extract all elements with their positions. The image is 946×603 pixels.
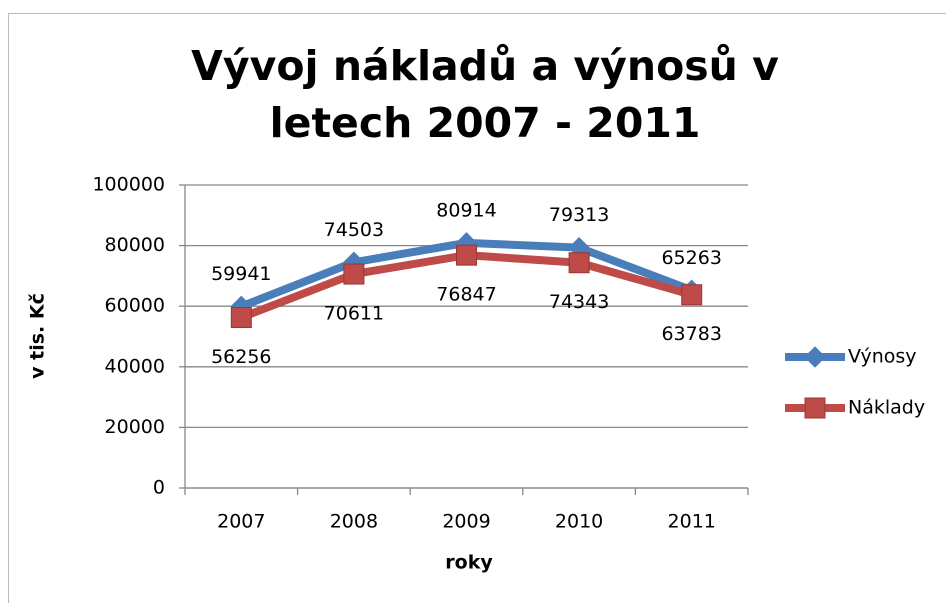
- marker: [804, 397, 826, 419]
- marker: [681, 284, 703, 306]
- x-tick-label: 2008: [330, 511, 378, 533]
- y-tick-label: 40000: [105, 355, 165, 377]
- legend-label: Náklady: [848, 397, 925, 419]
- data-label: 70611: [324, 303, 384, 325]
- y-tick-label: 100000: [92, 174, 165, 196]
- data-label: 74343: [549, 291, 609, 313]
- data-label: 65263: [661, 247, 721, 269]
- data-label: 74503: [324, 219, 384, 241]
- marker: [343, 263, 365, 285]
- data-label: 79313: [549, 204, 609, 226]
- x-tick-label: 2007: [217, 511, 265, 533]
- data-label: 80914: [436, 199, 496, 221]
- marker: [230, 307, 252, 329]
- data-label: 76847: [436, 284, 496, 306]
- x-tick-label: 2011: [668, 511, 716, 533]
- y-tick-label: 0: [153, 477, 165, 499]
- marker: [456, 244, 477, 266]
- legend-label: Výnosy: [848, 346, 917, 368]
- data-label: 56256: [211, 346, 271, 368]
- y-axis-label: v tis. Kč: [27, 293, 49, 379]
- x-tick-label: 2009: [442, 511, 490, 533]
- marker: [568, 252, 590, 274]
- y-tick-label: 20000: [105, 416, 165, 438]
- chart-frame: [8, 13, 946, 603]
- data-label: 59941: [211, 263, 271, 285]
- y-tick-label: 80000: [105, 234, 165, 256]
- x-axis-label: roky: [445, 552, 493, 574]
- x-tick-label: 2010: [555, 511, 603, 533]
- marker: [804, 346, 826, 368]
- data-label: 63783: [661, 323, 721, 345]
- chart-title: Vývoj nákladů a výnosů v letech 2007 - 2…: [191, 42, 779, 147]
- y-tick-label: 60000: [105, 295, 165, 317]
